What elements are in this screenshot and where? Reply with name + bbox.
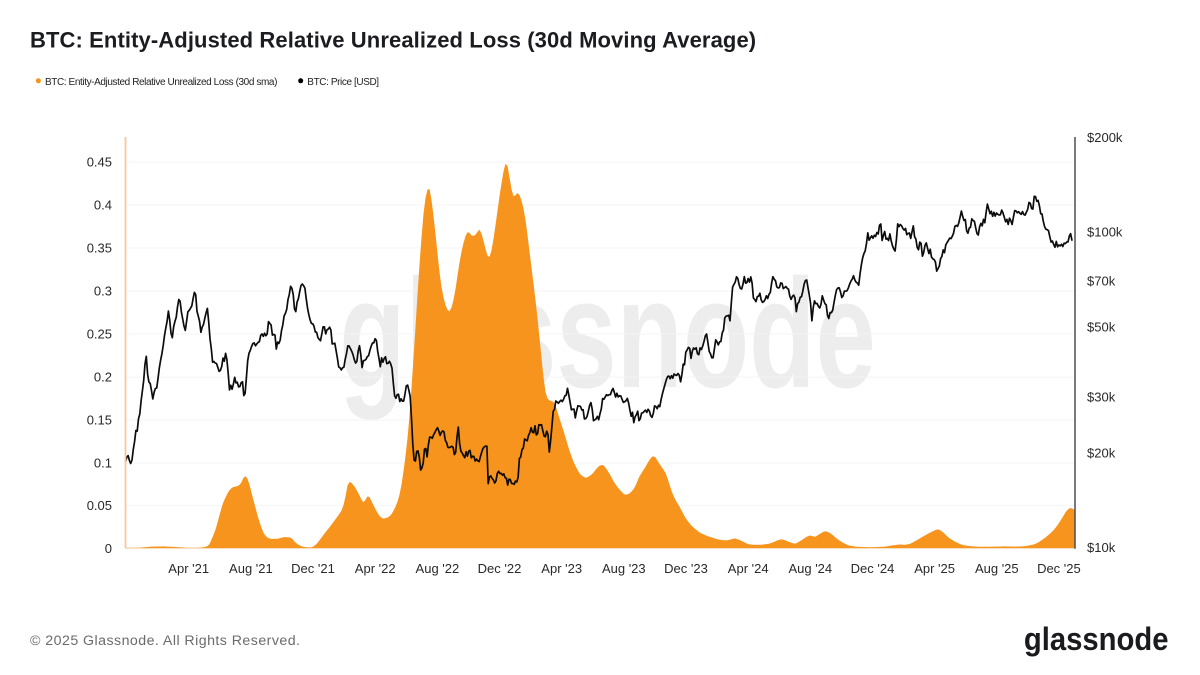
- svg-text:0.35: 0.35: [87, 241, 112, 256]
- svg-text:0.2: 0.2: [94, 370, 112, 385]
- svg-text:Dec '25: Dec '25: [1037, 561, 1081, 576]
- svg-text:Dec '22: Dec '22: [478, 561, 522, 576]
- svg-text:$20k: $20k: [1087, 445, 1116, 460]
- svg-text:Aug '25: Aug '25: [975, 561, 1019, 576]
- svg-text:$100k: $100k: [1087, 224, 1123, 239]
- svg-text:$200k: $200k: [1087, 130, 1123, 145]
- svg-text:Aug '24: Aug '24: [788, 561, 832, 576]
- svg-text:0.45: 0.45: [87, 155, 112, 170]
- svg-text:0: 0: [105, 541, 112, 556]
- svg-text:Dec '21: Dec '21: [291, 561, 335, 576]
- svg-text:0.3: 0.3: [94, 284, 112, 299]
- svg-text:Aug '22: Aug '22: [416, 561, 460, 576]
- svg-text:$70k: $70k: [1087, 273, 1116, 288]
- svg-text:glassnode: glassnode: [1024, 621, 1169, 658]
- svg-text:0.1: 0.1: [94, 456, 112, 471]
- svg-text:$50k: $50k: [1087, 320, 1116, 335]
- svg-text:$10k: $10k: [1087, 540, 1116, 555]
- svg-text:BTC: Entity-Adjusted Relative: BTC: Entity-Adjusted Relative Unrealized…: [30, 28, 756, 53]
- svg-text:0.4: 0.4: [94, 198, 112, 213]
- svg-text:Apr '25: Apr '25: [914, 561, 955, 576]
- svg-text:© 2025 Glassnode. All Rights R: © 2025 Glassnode. All Rights Reserved.: [30, 633, 300, 649]
- svg-text:0.05: 0.05: [87, 498, 112, 513]
- svg-text:Apr '21: Apr '21: [168, 561, 209, 576]
- svg-text:$30k: $30k: [1087, 390, 1116, 405]
- svg-text:Apr '22: Apr '22: [355, 561, 396, 576]
- svg-text:Dec '23: Dec '23: [664, 561, 708, 576]
- svg-text:Aug '21: Aug '21: [229, 561, 273, 576]
- svg-text:0.25: 0.25: [87, 327, 112, 342]
- svg-text:Apr '24: Apr '24: [728, 561, 769, 576]
- svg-text:Aug '23: Aug '23: [602, 561, 646, 576]
- svg-text:Dec '24: Dec '24: [851, 561, 895, 576]
- svg-text:BTC: Price [USD]: BTC: Price [USD]: [307, 77, 379, 88]
- svg-text:Apr '23: Apr '23: [541, 561, 582, 576]
- svg-text:0.15: 0.15: [87, 413, 112, 428]
- svg-text:BTC: Entity-Adjusted Relative: BTC: Entity-Adjusted Relative Unrealized…: [45, 77, 277, 88]
